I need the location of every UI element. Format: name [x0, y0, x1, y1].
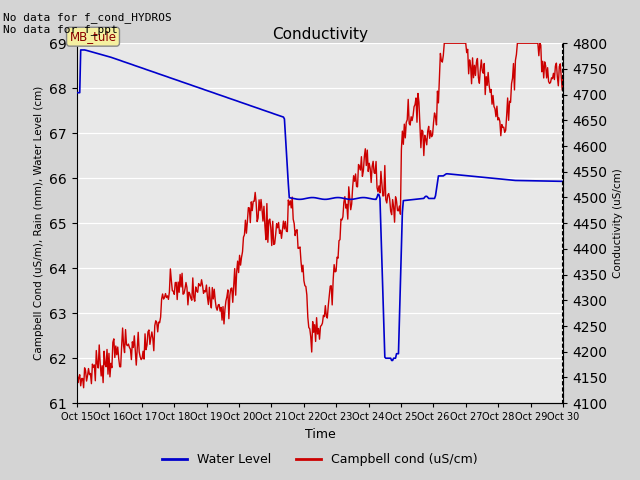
Text: MB_tule: MB_tule — [70, 30, 116, 43]
X-axis label: Time: Time — [305, 428, 335, 441]
Text: No data for f_cond_HYDROS
No data for f_ppt: No data for f_cond_HYDROS No data for f_… — [3, 12, 172, 36]
Y-axis label: Campbell Cond (uS/m), Rain (mm), Water Level (cm): Campbell Cond (uS/m), Rain (mm), Water L… — [34, 86, 44, 360]
Title: Conductivity: Conductivity — [272, 27, 368, 42]
Legend: Water Level, Campbell cond (uS/cm): Water Level, Campbell cond (uS/cm) — [157, 448, 483, 471]
Y-axis label: Conductivity (uS/cm): Conductivity (uS/cm) — [613, 168, 623, 278]
